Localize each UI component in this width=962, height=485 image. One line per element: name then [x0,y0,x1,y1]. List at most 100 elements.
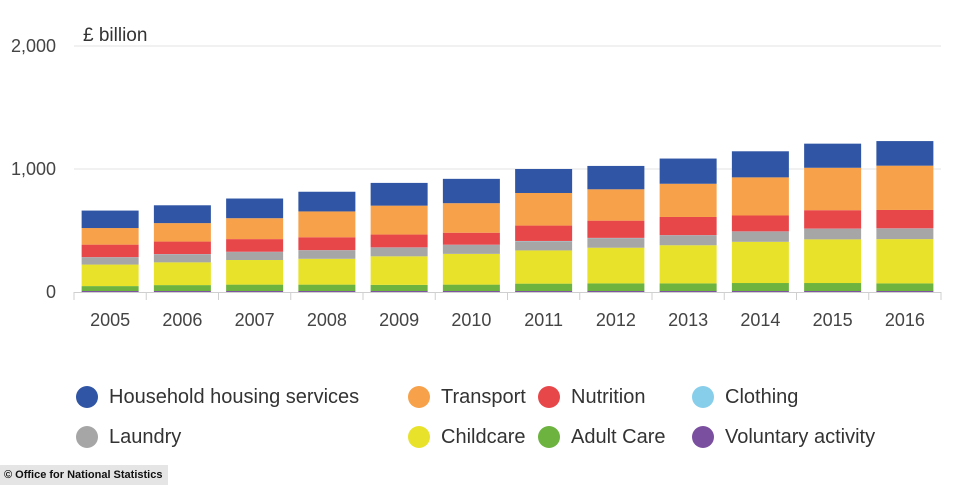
legend-label: Adult Care [571,425,666,448]
bar-segment [804,143,862,168]
legend-circle-icon [408,386,430,408]
bar-segment [587,283,645,292]
bar-segment [226,291,284,292]
bar-segment [153,254,211,263]
legend-item: Transport [408,384,538,410]
bar-segment [81,264,139,287]
bar-segment [442,245,500,254]
bar-segment [659,283,717,292]
bar-segment [153,262,211,286]
bar-segment [153,205,211,224]
bar-segment [226,198,284,219]
bar-segment [587,189,645,221]
bar-stack [226,198,284,292]
bar-segment [804,283,862,292]
bar-segment [731,241,789,284]
bars [81,141,934,292]
bar-segment [587,291,645,292]
y-axis: 0 1,000 2,000 [11,36,56,302]
bar-segment [804,167,862,211]
bar-segment [226,260,284,285]
legend-label: Transport [441,385,526,408]
bar-segment [659,183,717,217]
bar-segment [226,218,284,240]
legend-label: Household housing services [109,385,360,408]
bar-segment [442,203,500,233]
legend-label: Nutrition [571,385,646,408]
bar-segment [81,286,139,292]
bar-segment [515,250,573,284]
bar-segment [226,284,284,292]
bar-segment [298,258,356,285]
x-tick-label: 2007 [235,310,275,330]
bar-segment [731,177,789,216]
legend-item: Nutrition [538,384,692,410]
bar-segment [442,291,500,292]
bar-segment [876,141,934,166]
bar-segment [804,239,862,284]
bar-segment [731,291,789,292]
bar-segment [659,216,717,236]
bar-segment [370,284,428,292]
bar-segment [298,191,356,212]
bar-segment [81,244,139,258]
y-tick-label: 0 [46,282,56,302]
bar-stack [370,182,428,292]
bar-segment [876,209,934,229]
bar-segment [442,253,500,285]
y-tick-label: 2,000 [11,36,56,56]
bar-segment [442,178,500,204]
bar-segment [370,234,428,248]
x-tick-label: 2015 [813,310,853,330]
bar-stack [442,178,500,292]
legend-circle-icon [692,386,714,408]
legend-circle-icon [692,426,714,448]
legend-label: Voluntary activity [725,425,876,448]
x-tick-label: 2012 [596,310,636,330]
bar-segment [81,291,139,292]
bar-segment [370,247,428,257]
bar-segment [515,225,573,241]
legend-circle-icon [76,386,98,408]
bar-segment [153,241,211,255]
bar-segment [442,284,500,292]
legend-circle-icon [76,426,98,448]
bar-segment [298,237,356,251]
legend-label: Childcare [441,425,526,448]
bar-segment [876,228,934,240]
x-tick-label: 2016 [885,310,925,330]
bar-segment [226,252,284,261]
x-tick-label: 2013 [668,310,708,330]
bar-segment [587,165,645,190]
bar-stack [876,141,934,292]
bar-segment [876,165,934,210]
bar-segment [370,291,428,292]
bar-segment [370,182,428,206]
bar-segment [226,239,284,252]
bar-segment [804,210,862,229]
bar-segment [153,291,211,292]
x-tick-label: 2010 [451,310,491,330]
x-tick-label: 2014 [740,310,780,330]
legend: Household housing services Transport Nutri… [76,384,936,450]
legend-label: Laundry [109,425,182,448]
bar-stack [659,158,717,292]
bar-stack [804,143,862,292]
legend-item: Adult Care [538,424,692,450]
y-unit-label: £ billion [83,25,147,46]
source-credit: © Office for National Statistics [0,465,169,485]
bar-segment [515,192,573,226]
x-tick-label: 2009 [379,310,419,330]
bar-segment [81,257,139,265]
bar-segment [659,235,717,246]
bar-segment [298,250,356,259]
bar-segment [153,285,211,292]
bar-segment [515,241,573,251]
bar-segment [731,215,789,232]
bar-segment [876,291,934,292]
bar-segment [587,220,645,238]
bar-segment [515,283,573,292]
legend-item: Clothing [692,384,892,410]
x-tick-label: 2005 [90,310,130,330]
